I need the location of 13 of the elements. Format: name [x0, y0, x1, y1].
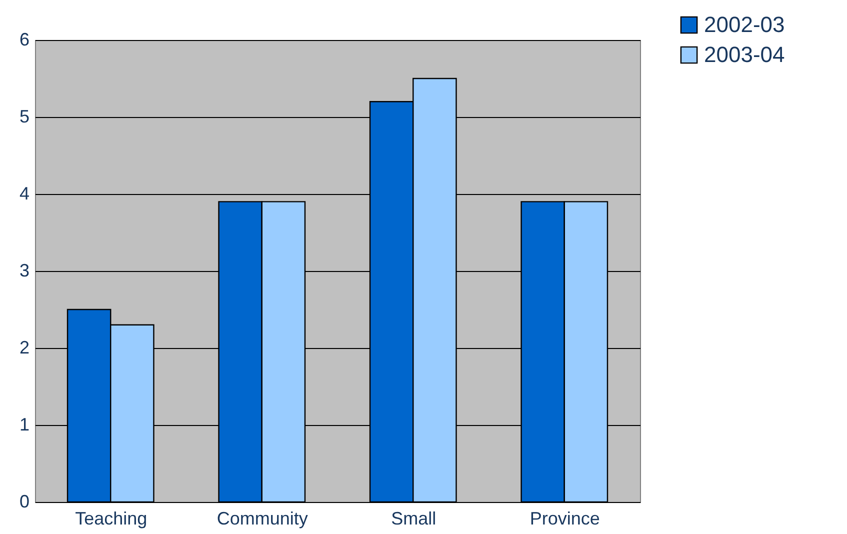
y-tick-label: 0 — [19, 492, 30, 512]
y-tick-label: 2 — [19, 338, 30, 358]
y-tick-label: 6 — [19, 30, 30, 50]
x-tick-label: Community — [216, 508, 308, 528]
legend-label: 2003-04 — [704, 42, 785, 67]
x-tick-label: Small — [391, 508, 436, 528]
legend-label: 2002-03 — [704, 12, 785, 37]
y-tick-label: 5 — [19, 106, 30, 126]
y-tick-label: 1 — [19, 414, 30, 434]
x-tick-label: Province — [530, 508, 600, 528]
y-tick-label: 4 — [19, 184, 30, 204]
y-tick-label: 3 — [19, 260, 30, 280]
x-tick-label: Teaching — [75, 508, 148, 528]
